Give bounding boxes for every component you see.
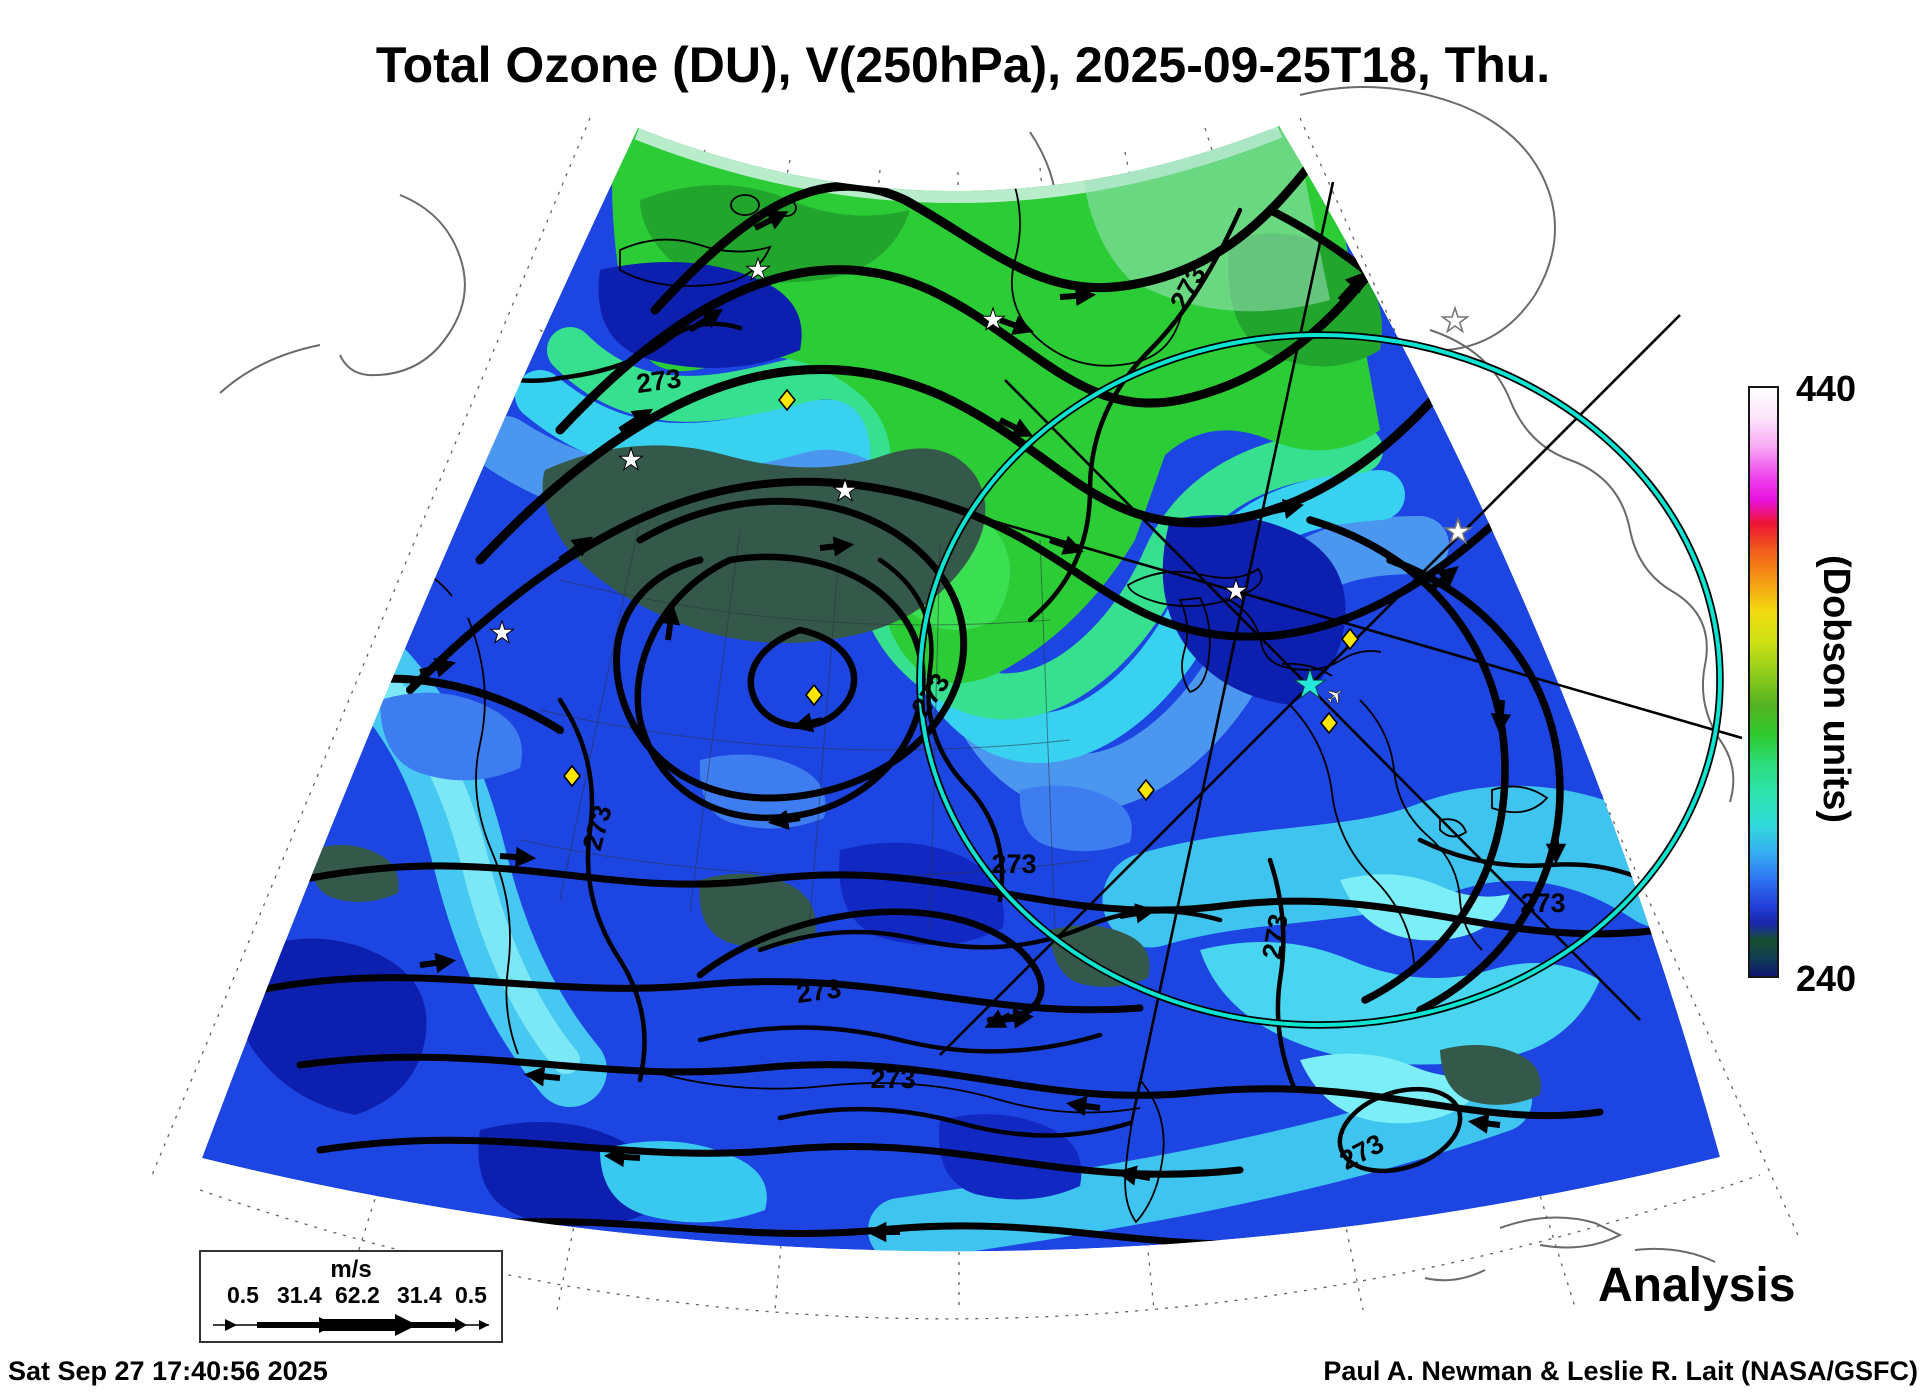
site-diamond-marker	[777, 388, 797, 412]
station-star-marker	[745, 256, 771, 281]
range-ring	[916, 331, 1724, 1029]
station-star-open-marker	[1443, 516, 1473, 545]
observatory-cyan-star-marker	[1293, 667, 1327, 700]
wind-legend-units: m/s	[330, 1256, 372, 1283]
wind-speed-value: 0.5	[227, 1282, 259, 1308]
site-diamond-marker	[1136, 778, 1156, 802]
credit-text: Paul A. Newman & Leslie R. Lait (NASA/GS…	[1323, 1356, 1918, 1386]
wind-speed-value: 31.4	[397, 1282, 442, 1308]
station-star-marker	[980, 306, 1006, 331]
generated-timestamp: Sat Sep 27 17:40:56 2025	[8, 1356, 328, 1386]
colorbar-units-label: (Dobson units)	[1815, 555, 1857, 824]
contour-value-label: 273	[991, 849, 1036, 879]
wind-speed-value: 62.2	[335, 1282, 380, 1308]
colorbar-min-label: 240	[1796, 958, 1857, 999]
page-title: Total Ozone (DU), V(250hPa), 2025-09-25T…	[375, 37, 1551, 93]
colorbar	[1748, 386, 1779, 978]
political-boundaries	[519, 519, 1091, 931]
contour-value-label: 273	[634, 363, 683, 399]
station-star-marker	[618, 446, 644, 471]
wind-speed-value: 31.4	[277, 1282, 322, 1308]
track-line-shallow	[892, 490, 1743, 740]
station-star-marker	[489, 619, 515, 644]
site-diamond-marker	[1340, 627, 1360, 651]
site-diamond-marker	[804, 683, 824, 707]
site-diamond-marker	[562, 764, 582, 788]
wind-legend-values: 0.5 31.4 62.2 31.4 0.5	[201, 1282, 501, 1308]
station-star-marker	[832, 477, 858, 502]
analysis-mode-label: Analysis	[1598, 1259, 1796, 1312]
wind-speed-value: 0.5	[455, 1282, 487, 1308]
flow-arrowheads	[419, 211, 1567, 1243]
station-star-marker	[1223, 577, 1249, 602]
site-diamond-marker	[1319, 711, 1339, 735]
wind-arrow-scale-icon	[213, 1314, 489, 1336]
contour-value-label: 273	[1520, 888, 1565, 918]
colorbar-max-label: 440	[1796, 368, 1857, 409]
track-line-ne-sw	[1004, 379, 1641, 1021]
wind-speed-legend: m/s 0.5 31.4 62.2 31.4 0.5	[199, 1250, 503, 1343]
contour-value-label: 273	[794, 973, 843, 1009]
station-star-open-marker	[1440, 305, 1470, 334]
contour-value-label: 273	[870, 1064, 915, 1094]
